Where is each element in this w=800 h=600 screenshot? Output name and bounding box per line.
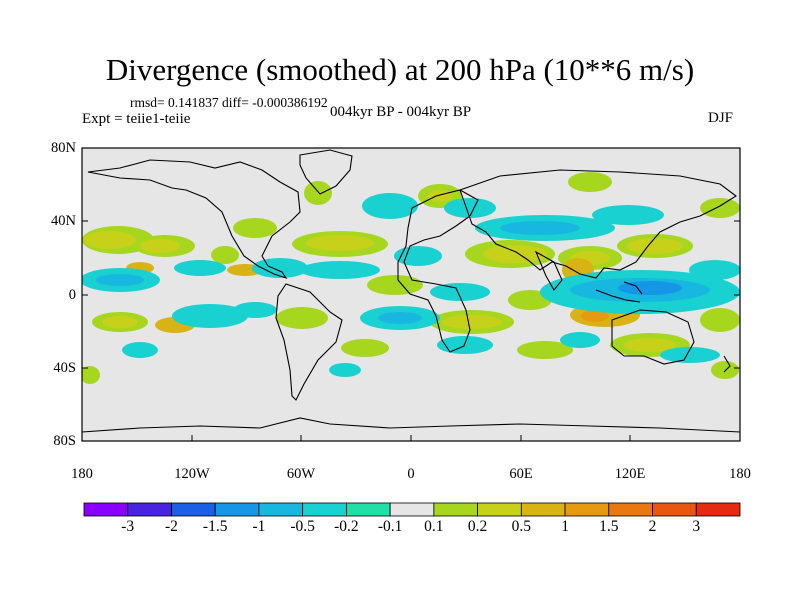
axis-ticks — [81, 147, 741, 442]
colorbar-swatch — [171, 502, 216, 517]
colorbar-label: 3 — [692, 518, 701, 535]
colorbar-swatch — [608, 502, 653, 517]
lat-label-40n: 40N — [51, 213, 76, 229]
colorbar-swatch — [695, 502, 741, 517]
season-label: DJF — [708, 110, 734, 126]
colorbar-label: 1 — [561, 518, 569, 535]
colorbar-swatch — [389, 502, 435, 517]
colorbar-label: -1 — [252, 518, 266, 535]
experiment-label: Expt = teiie1-teiie — [82, 111, 191, 127]
lon-label-0: 0 — [407, 466, 415, 482]
colorbar-label: -3 — [121, 518, 135, 535]
colorbar-swatch — [564, 502, 610, 517]
colorbar-label: -1.5 — [202, 518, 228, 535]
lon-label-180w: 180 — [71, 466, 93, 482]
colorbar-swatch — [433, 502, 479, 517]
colorbar-swatch — [302, 502, 347, 517]
divergence-band-0.2 — [84, 190, 683, 352]
lon-label-60e: 60E — [509, 466, 533, 482]
lon-label-120w: 120W — [174, 466, 210, 482]
colorbar-label: 0.2 — [467, 518, 488, 535]
lon-label-120e: 120E — [614, 466, 646, 482]
colorbar-swatch — [652, 502, 697, 517]
colorbar-swatch — [520, 502, 566, 517]
divergence-band-1 — [581, 310, 609, 322]
colorbar-swatch — [127, 502, 172, 517]
coastlines — [82, 149, 740, 433]
colorbar-label: 1.5 — [599, 518, 619, 535]
colorbar-label: -2 — [164, 518, 178, 535]
period-label: 004kyr BP - 004kyr BP — [330, 104, 472, 120]
colorbar-swatch — [345, 502, 391, 517]
lat-label-80n: 80N — [51, 140, 76, 156]
divergence-field — [82, 172, 740, 384]
colorbar-label: -0.1 — [377, 518, 403, 535]
colorbar — [83, 502, 741, 517]
lon-label-60w: 60W — [286, 466, 316, 482]
lat-label-0: 0 — [68, 287, 76, 303]
colorbar-swatch — [258, 502, 304, 517]
colorbar-label: 2 — [648, 518, 657, 535]
lat-label-40s: 40S — [53, 360, 76, 376]
colorbar-label: 0.5 — [511, 518, 532, 535]
colorbar-label: 0.1 — [424, 518, 444, 535]
colorbar-swatch — [477, 502, 522, 517]
colorbar-swatch — [214, 502, 260, 517]
lat-label-80s: 80S — [53, 433, 76, 449]
rmsd-diff-stats: rmsd= 0.141837 diff= -0.000386192 — [130, 95, 328, 110]
colorbar-swatch — [83, 502, 129, 517]
divergence-band-neg-1 — [618, 281, 682, 295]
plot-title: Divergence (smoothed) at 200 hPa (10**6 … — [105, 52, 695, 87]
colorbar-label: -0.5 — [290, 518, 315, 535]
lon-label-180e: 180 — [729, 466, 751, 482]
colorbar-label: -0.2 — [334, 518, 359, 535]
